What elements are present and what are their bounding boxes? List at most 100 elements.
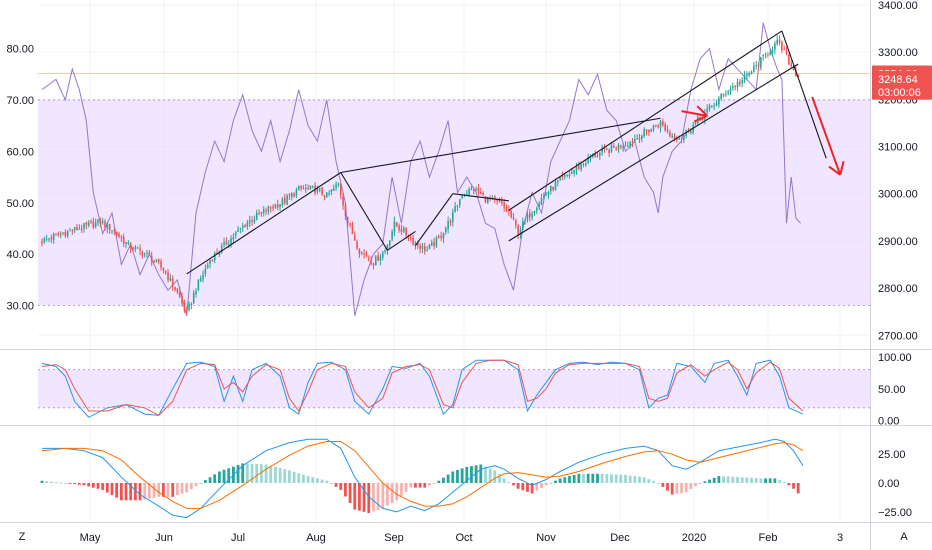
candle-body xyxy=(248,219,251,224)
candle-body xyxy=(218,252,221,256)
macd-pane[interactable] xyxy=(40,438,804,519)
candle-body xyxy=(458,199,461,206)
time-axis-tick: 2020 xyxy=(682,532,706,544)
stochastic-pane[interactable] xyxy=(38,359,870,418)
candle-body xyxy=(720,94,722,100)
candle-body xyxy=(78,228,81,230)
macd-bar xyxy=(568,476,571,483)
candle-body xyxy=(482,192,484,195)
arrow-shaft-0[interactable] xyxy=(681,110,708,117)
macd-bar xyxy=(680,483,683,493)
candle-body xyxy=(419,245,421,249)
candle-body xyxy=(512,217,515,219)
trend-line-6[interactable] xyxy=(508,30,783,211)
price-pane[interactable] xyxy=(38,22,870,317)
candle-body xyxy=(645,129,648,131)
macd-bar xyxy=(558,478,562,483)
arrow-head-1-1[interactable] xyxy=(839,161,845,176)
stochastic-axis[interactable]: 100.00 50.00 0.00 xyxy=(878,352,912,428)
macd-bar xyxy=(152,483,156,498)
candle-body xyxy=(164,271,167,274)
arrow-head-1-0[interactable] xyxy=(828,165,841,176)
candle-body xyxy=(762,54,765,57)
price-axis[interactable]: 3400.003300.003200.003100.003000.002900.… xyxy=(878,0,918,342)
macd-bar xyxy=(432,483,436,484)
macd-bar xyxy=(199,483,203,484)
time-axis[interactable]: May Jun Jul Aug Sep Oct Nov Dec 2020 Feb 3 xyxy=(80,532,843,544)
candle-body xyxy=(48,238,50,240)
macd-bar xyxy=(241,463,245,483)
macd-bar xyxy=(245,463,249,483)
macd-bar xyxy=(87,483,91,487)
macd-bar xyxy=(694,483,697,487)
macd-bar xyxy=(666,483,669,491)
trend-line-3[interactable] xyxy=(414,193,454,246)
candle-body xyxy=(258,212,260,214)
candle-body xyxy=(195,291,197,295)
price-tag-label: 03:00:06 xyxy=(878,87,921,99)
macd-bar xyxy=(115,483,119,498)
candle-body xyxy=(624,145,627,147)
zoom-button-label[interactable]: Z xyxy=(19,531,26,543)
candle-body xyxy=(143,253,146,256)
trend-lines[interactable] xyxy=(186,30,827,275)
macd-bar xyxy=(544,483,548,486)
candle-body xyxy=(778,39,781,43)
candle-body xyxy=(575,166,578,171)
auto-scale-button[interactable]: A xyxy=(900,531,908,543)
candlesticks xyxy=(41,35,800,314)
candle-body xyxy=(580,164,582,170)
trend-line-7[interactable] xyxy=(508,63,799,242)
candle-body xyxy=(391,231,393,240)
auto-scale-button-label[interactable]: A xyxy=(900,531,908,543)
candle-body xyxy=(690,131,692,134)
macd-bar xyxy=(474,465,478,483)
candle-body xyxy=(318,188,321,190)
candle-body xyxy=(265,210,267,212)
candle-body xyxy=(433,242,435,247)
trend-line-0[interactable] xyxy=(186,172,342,275)
arrow-head-0-1[interactable] xyxy=(696,105,708,117)
candle-body xyxy=(412,237,414,245)
trend-line-1[interactable] xyxy=(340,172,388,251)
time-axis-tick: Feb xyxy=(759,532,778,544)
candle-body xyxy=(683,134,685,141)
arrow-shaft-1[interactable] xyxy=(811,96,842,176)
macd-bar xyxy=(77,483,81,485)
macd-bar xyxy=(96,483,100,489)
macd-bar xyxy=(479,464,483,483)
candle-body xyxy=(503,202,505,208)
candle-body xyxy=(400,228,403,233)
candle-body xyxy=(680,137,683,139)
macd-bar xyxy=(334,483,338,487)
candle-body xyxy=(178,291,181,298)
macd-bar xyxy=(110,483,114,496)
candle-body xyxy=(669,132,671,137)
rsi-axis-tick: 80.00 xyxy=(6,44,34,56)
trend-line-2[interactable] xyxy=(387,231,416,251)
candle-body xyxy=(711,105,713,107)
trend-line-4[interactable] xyxy=(452,193,509,202)
macd-bar xyxy=(175,483,179,496)
candle-body xyxy=(785,50,788,54)
candle-body xyxy=(437,236,440,238)
candle-body xyxy=(414,243,417,246)
candle-body xyxy=(767,54,769,56)
candle-body xyxy=(381,252,384,258)
trend-line-5[interactable] xyxy=(340,117,661,174)
rsi-axis[interactable]: 80.00 70.00 60.00 50.00 40.00 30.00 xyxy=(6,44,34,313)
candle-body xyxy=(206,264,209,268)
trend-line-8[interactable] xyxy=(781,30,827,159)
zoom-button[interactable]: Z xyxy=(19,531,26,543)
candle-body xyxy=(664,124,666,131)
stochastic-line-1 xyxy=(41,359,804,418)
candle-body xyxy=(220,245,223,253)
arrow-head-0-0[interactable] xyxy=(693,114,708,123)
arrow-annotations[interactable] xyxy=(681,96,845,176)
macd-axis[interactable]: 25.00 0.00 −25.00 xyxy=(878,449,912,519)
candle-body xyxy=(139,248,141,251)
macd-bar xyxy=(661,483,665,487)
candle-body xyxy=(524,219,526,222)
rsi-axis-tick: 40.00 xyxy=(6,249,34,261)
